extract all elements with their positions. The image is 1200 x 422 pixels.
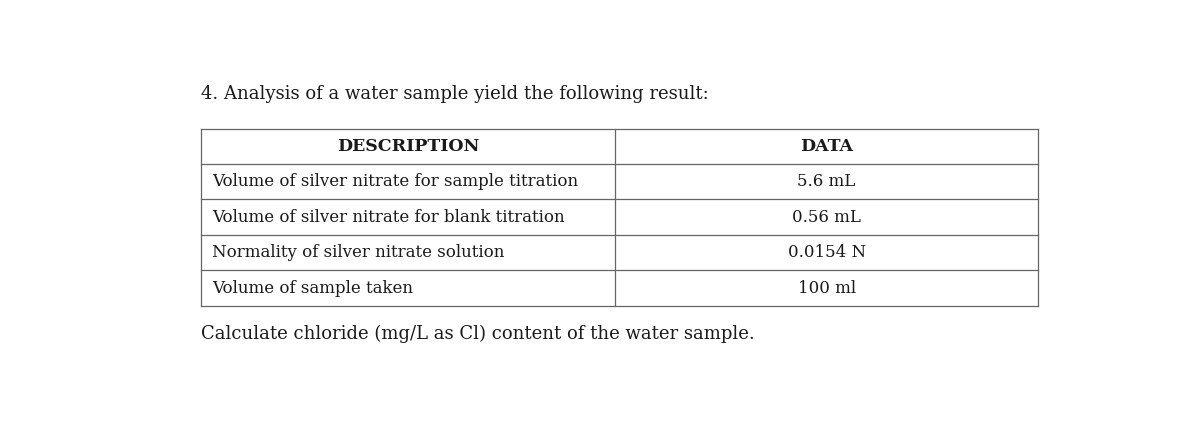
Text: 0.56 mL: 0.56 mL xyxy=(792,208,862,226)
Text: DESCRIPTION: DESCRIPTION xyxy=(337,138,479,155)
Text: Volume of silver nitrate for sample titration: Volume of silver nitrate for sample titr… xyxy=(212,173,578,190)
Text: 100 ml: 100 ml xyxy=(798,279,856,297)
Text: 4. Analysis of a water sample yield the following result:: 4. Analysis of a water sample yield the … xyxy=(202,85,709,103)
Text: 5.6 mL: 5.6 mL xyxy=(798,173,856,190)
Text: Volume of sample taken: Volume of sample taken xyxy=(212,279,413,297)
Text: Volume of silver nitrate for blank titration: Volume of silver nitrate for blank titra… xyxy=(212,208,565,226)
Text: DATA: DATA xyxy=(800,138,853,155)
Text: Calculate chloride (mg/L as Cl) content of the water sample.: Calculate chloride (mg/L as Cl) content … xyxy=(202,325,755,343)
Text: 0.0154 N: 0.0154 N xyxy=(787,244,865,261)
Text: Normality of silver nitrate solution: Normality of silver nitrate solution xyxy=(212,244,505,261)
